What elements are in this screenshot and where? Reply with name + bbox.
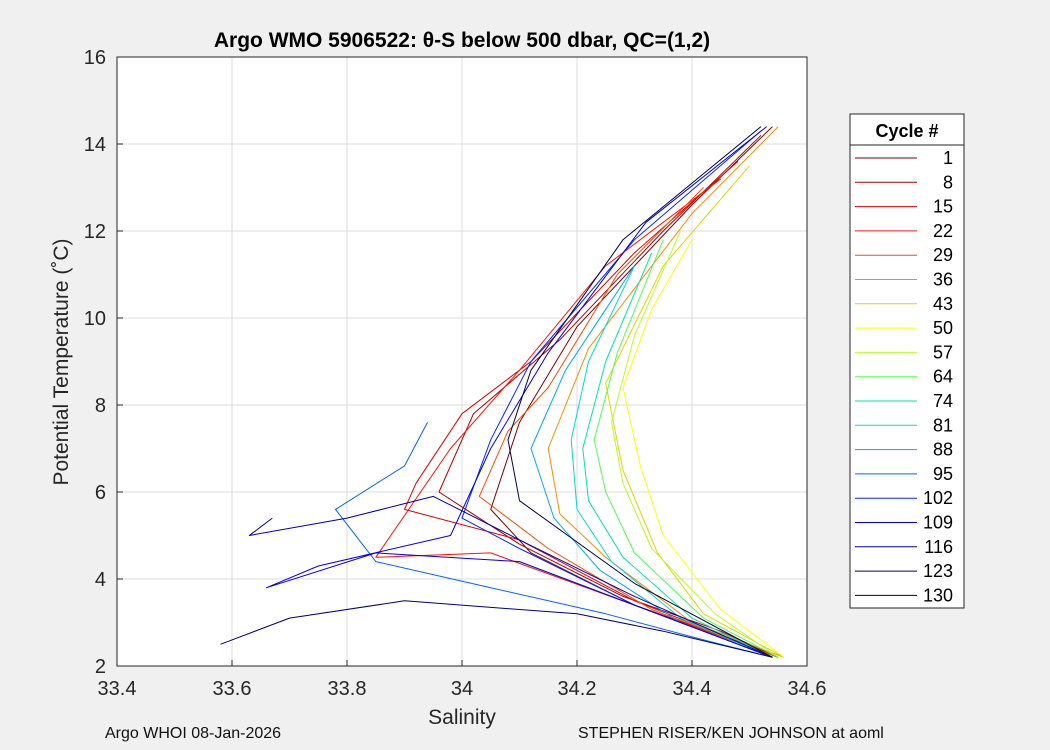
legend-label: 116: [924, 537, 953, 557]
legend-label: 74: [933, 391, 953, 411]
legend-box: [849, 113, 965, 609]
x-tick-label: 34.4: [673, 678, 712, 700]
legend-label: 109: [923, 513, 953, 533]
y-tick-label: 2: [95, 656, 106, 678]
footer-right-text: STEPHEN RISER/KEN JOHNSON at aoml: [578, 725, 884, 742]
series-line-cycle-43: [605, 165, 785, 658]
series-line-cycle-116: [248, 495, 773, 658]
series-line-cycle-123: [220, 600, 773, 658]
series-line-cycle-95: [335, 422, 773, 658]
series-line-cycle-15: [404, 161, 779, 658]
axis-ticks: 33.4 33.6 33.8 34 34.2 34.4 34.6 2 4 6 8 10 12 14 16: [84, 47, 827, 700]
footer-left-text: Argo WHOI 08-Jan-2026: [105, 725, 282, 742]
series-line-cycle-36: [547, 126, 785, 658]
legend-label: 29: [933, 245, 953, 265]
legend-label: 1: [943, 148, 953, 168]
series-line-cycle-1: [490, 126, 779, 658]
legend-label: 8: [943, 172, 953, 192]
legend-entries: 1 8 15 22 29 36 43 50 57 64 74 81 88 95 102 109 116 123 13…: [855, 148, 953, 605]
series-line-cycle-29: [478, 187, 779, 658]
y-tick-label: 6: [95, 482, 106, 504]
legend-label: 123: [923, 561, 953, 581]
y-tick-label: 12: [84, 221, 106, 243]
legend-title: Cycle #: [875, 121, 938, 141]
y-tick-label: 16: [84, 47, 106, 69]
x-axis-label: Salinity: [428, 706, 496, 729]
y-tick-label: 14: [84, 134, 106, 156]
legend-label: 88: [933, 440, 953, 460]
x-tick-label: 34.6: [788, 678, 827, 700]
chart-title: Argo WMO 5906522: θ-S below 500 dbar, QC…: [214, 29, 710, 52]
series-line-cycle-50: [622, 239, 785, 658]
y-axis-label: Potential Temperature (˚C): [50, 238, 73, 485]
legend-label: 43: [933, 294, 953, 314]
data-lines: [220, 126, 785, 658]
x-tick-label: 34.2: [558, 678, 597, 700]
y-tick-label: 10: [84, 308, 106, 330]
legend-label: 130: [923, 585, 953, 605]
legend: Cycle # 1 8 15 22 29 36 43 50 57 64 74 81 88 95 102 109…: [849, 113, 965, 609]
legend-label: 102: [923, 488, 953, 508]
series-line-cycle-81: [570, 265, 773, 658]
series-line-cycle-109: [266, 126, 773, 658]
x-tick-label: 33.8: [328, 678, 367, 700]
legend-label: 22: [933, 221, 953, 241]
series-line-cycle-130: [507, 126, 773, 658]
y-tick-label: 4: [95, 569, 106, 591]
legend-label: 36: [933, 270, 953, 290]
legend-label: 57: [933, 342, 953, 362]
legend-label: 81: [933, 415, 953, 435]
x-tick-label: 33.6: [213, 678, 252, 700]
series-line-cycle-64: [593, 239, 779, 658]
legend-label: 15: [933, 197, 953, 217]
series-line-cycle-57: [611, 230, 779, 658]
y-tick-label: 8: [95, 395, 106, 417]
x-tick-label: 33.4: [98, 678, 137, 700]
x-tick-label: 34: [451, 678, 473, 700]
legend-label: 50: [933, 318, 953, 338]
legend-label: 95: [933, 464, 953, 484]
legend-label: 64: [933, 367, 953, 387]
series-line-cycle-74: [582, 252, 773, 658]
